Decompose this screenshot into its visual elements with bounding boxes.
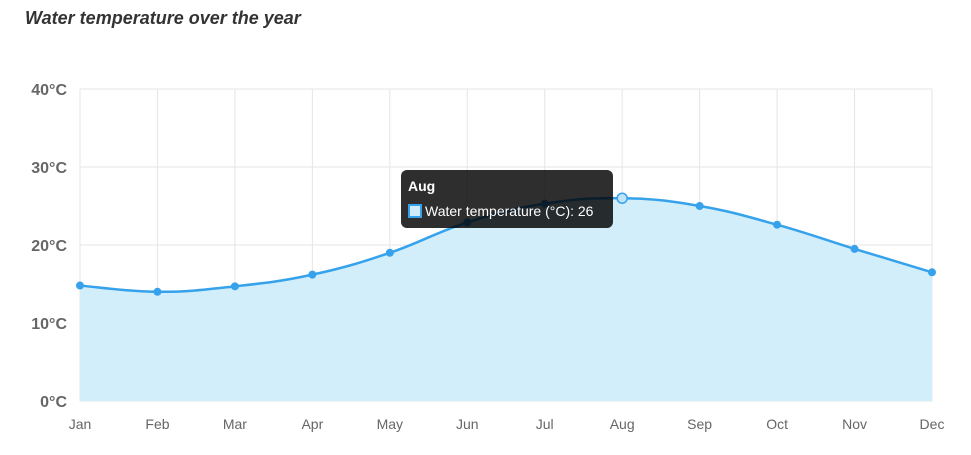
y-tick-label: 40°C <box>31 82 67 99</box>
x-tick-label: Jul <box>536 416 554 432</box>
x-tick-label: Feb <box>145 416 169 432</box>
tooltip-label: Water temperature (°C): 26 <box>425 203 594 219</box>
x-tick-label: Sep <box>687 416 712 432</box>
y-tick-label: 30°C <box>31 160 67 177</box>
data-point-feb[interactable] <box>153 287 162 296</box>
x-tick-label: Jan <box>69 416 92 432</box>
data-point-dec[interactable] <box>928 268 936 277</box>
tooltip-row: Water temperature (°C): 26 <box>408 203 606 219</box>
data-point-sep[interactable] <box>695 202 704 210</box>
y-tick-label: 0°C <box>40 394 67 411</box>
data-point-aug[interactable] <box>616 192 628 204</box>
data-point-jan[interactable] <box>76 281 84 290</box>
data-point-mar[interactable] <box>230 282 239 291</box>
x-axis-ticks: Jan Feb Mar Apr May Jun Jul Aug Sep Oct Nov Dec <box>69 416 945 432</box>
x-tick-label: Jun <box>456 416 479 432</box>
data-point-oct[interactable] <box>773 220 782 229</box>
data-point-nov[interactable] <box>850 244 859 253</box>
data-point-may[interactable] <box>385 248 394 257</box>
chart-title: Water temperature over the year <box>25 8 301 28</box>
y-axis-ticks: 0°C 10°C 20°C 30°C 40°C <box>31 82 67 411</box>
y-tick-label: 10°C <box>31 316 67 333</box>
chart-tooltip: Aug Water temperature (°C): 26 <box>401 170 613 228</box>
x-tick-label: May <box>377 416 403 432</box>
y-tick-label: 20°C <box>31 238 67 255</box>
x-tick-label: Aug <box>610 416 635 432</box>
x-tick-label: Oct <box>766 416 788 432</box>
x-tick-label: Apr <box>301 416 323 432</box>
x-tick-label: Nov <box>842 416 867 432</box>
area-fill <box>80 198 932 401</box>
tooltip-title: Aug <box>408 178 436 194</box>
x-tick-label: Dec <box>920 416 945 432</box>
x-tick-label: Mar <box>223 416 247 432</box>
data-point-apr[interactable] <box>308 270 317 279</box>
tooltip-color-swatch <box>408 204 422 218</box>
